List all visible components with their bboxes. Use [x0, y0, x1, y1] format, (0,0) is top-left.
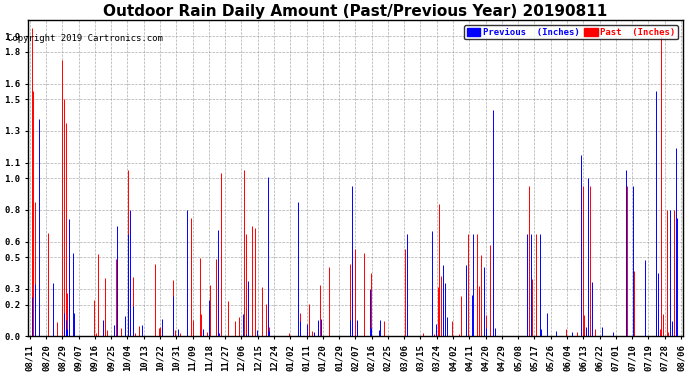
Text: Copyright 2019 Cartronics.com: Copyright 2019 Cartronics.com — [7, 34, 163, 43]
Title: Outdoor Rain Daily Amount (Past/Previous Year) 20190811: Outdoor Rain Daily Amount (Past/Previous… — [104, 4, 607, 19]
Legend: Previous  (Inches), Past  (Inches): Previous (Inches), Past (Inches) — [464, 25, 678, 39]
